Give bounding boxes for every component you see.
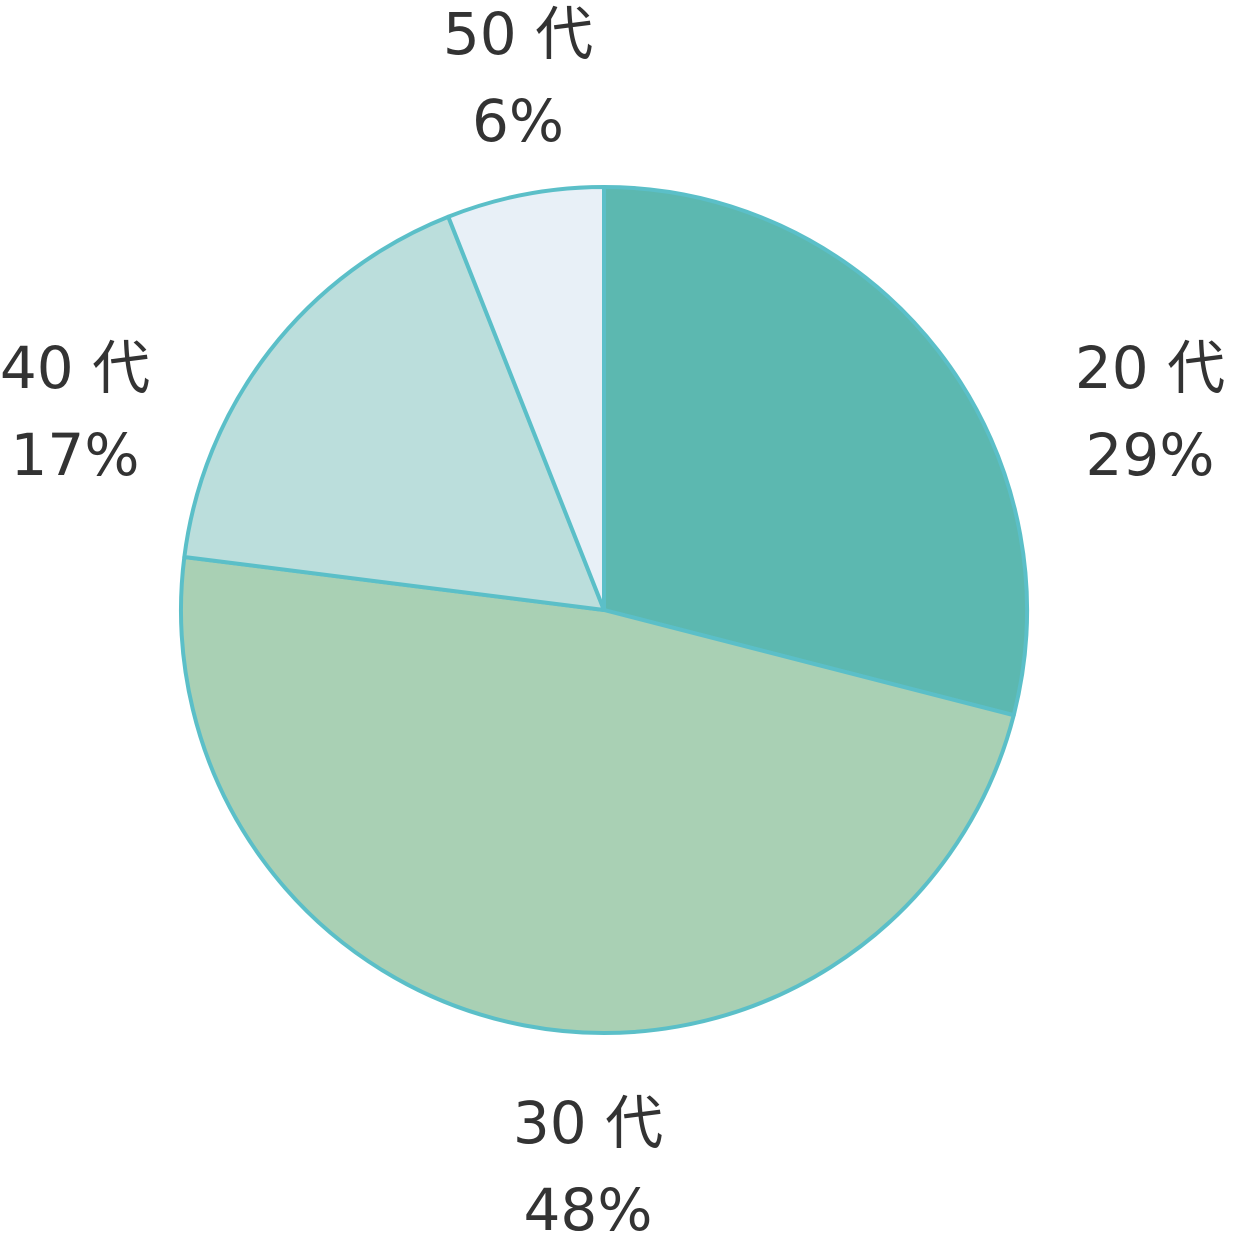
slice-value-label: 29%	[1086, 421, 1215, 489]
pie-slice	[602, 185, 1029, 718]
slice-label: 50 代	[443, 0, 593, 68]
pie-slice	[182, 214, 606, 612]
slice-value-label: 17%	[11, 421, 140, 489]
slice-value-label: 48%	[524, 1176, 653, 1244]
slice-value-label: 6%	[472, 87, 564, 155]
slice-label: 30 代	[513, 1089, 663, 1157]
slice-label: 20 代	[1075, 334, 1225, 402]
slice-label: 40 代	[0, 334, 150, 402]
pie-slice	[179, 554, 1016, 1035]
pie-slice	[446, 185, 606, 612]
